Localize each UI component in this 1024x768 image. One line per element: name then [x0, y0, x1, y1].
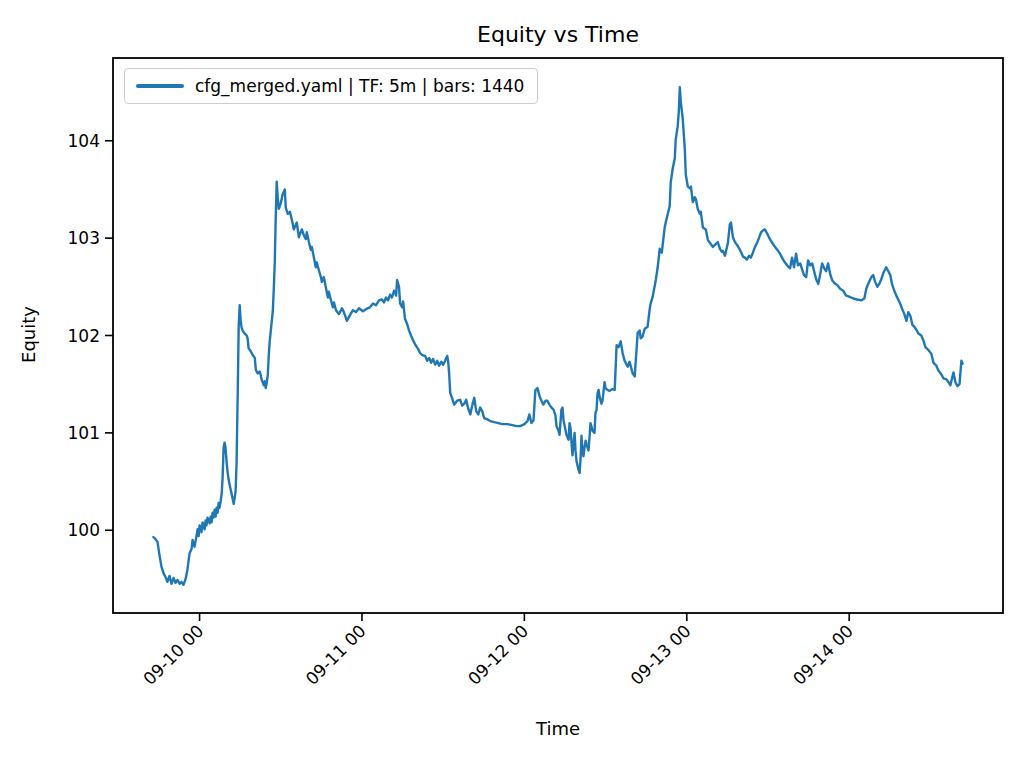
x-tick-label: 09-10 00 [139, 621, 207, 689]
x-tick-label: 09-14 00 [789, 621, 857, 689]
y-tick-label: 102 [68, 326, 100, 346]
x-tick-label: 09-11 00 [302, 621, 370, 689]
y-tick-label: 100 [68, 520, 100, 540]
equity-chart-figure: 100 101 102 103 104 09-10 00 09-11 00 09-12 00 0… [0, 0, 1024, 768]
x-tick-label: 09-13 00 [626, 621, 694, 689]
y-tick-label: 103 [68, 228, 100, 248]
equity-series-line [153, 87, 962, 585]
y-tick-label: 101 [68, 423, 100, 443]
chart-title: Equity vs Time [113, 22, 1003, 47]
y-tick-label: 104 [68, 131, 100, 151]
legend-box: cfg_merged.yaml | TF: 5m | bars: 1440 [124, 68, 538, 104]
plot-area: 100 101 102 103 104 09-10 00 09-11 00 09-12 00 0… [0, 0, 1024, 768]
x-tick-label: 09-12 00 [464, 621, 532, 689]
legend-series-label: cfg_merged.yaml | TF: 5m | bars: 1440 [195, 76, 524, 96]
y-axis-label: Equity [18, 295, 39, 375]
x-axis-label: Time [113, 718, 1003, 739]
legend-line-sample [136, 84, 184, 87]
